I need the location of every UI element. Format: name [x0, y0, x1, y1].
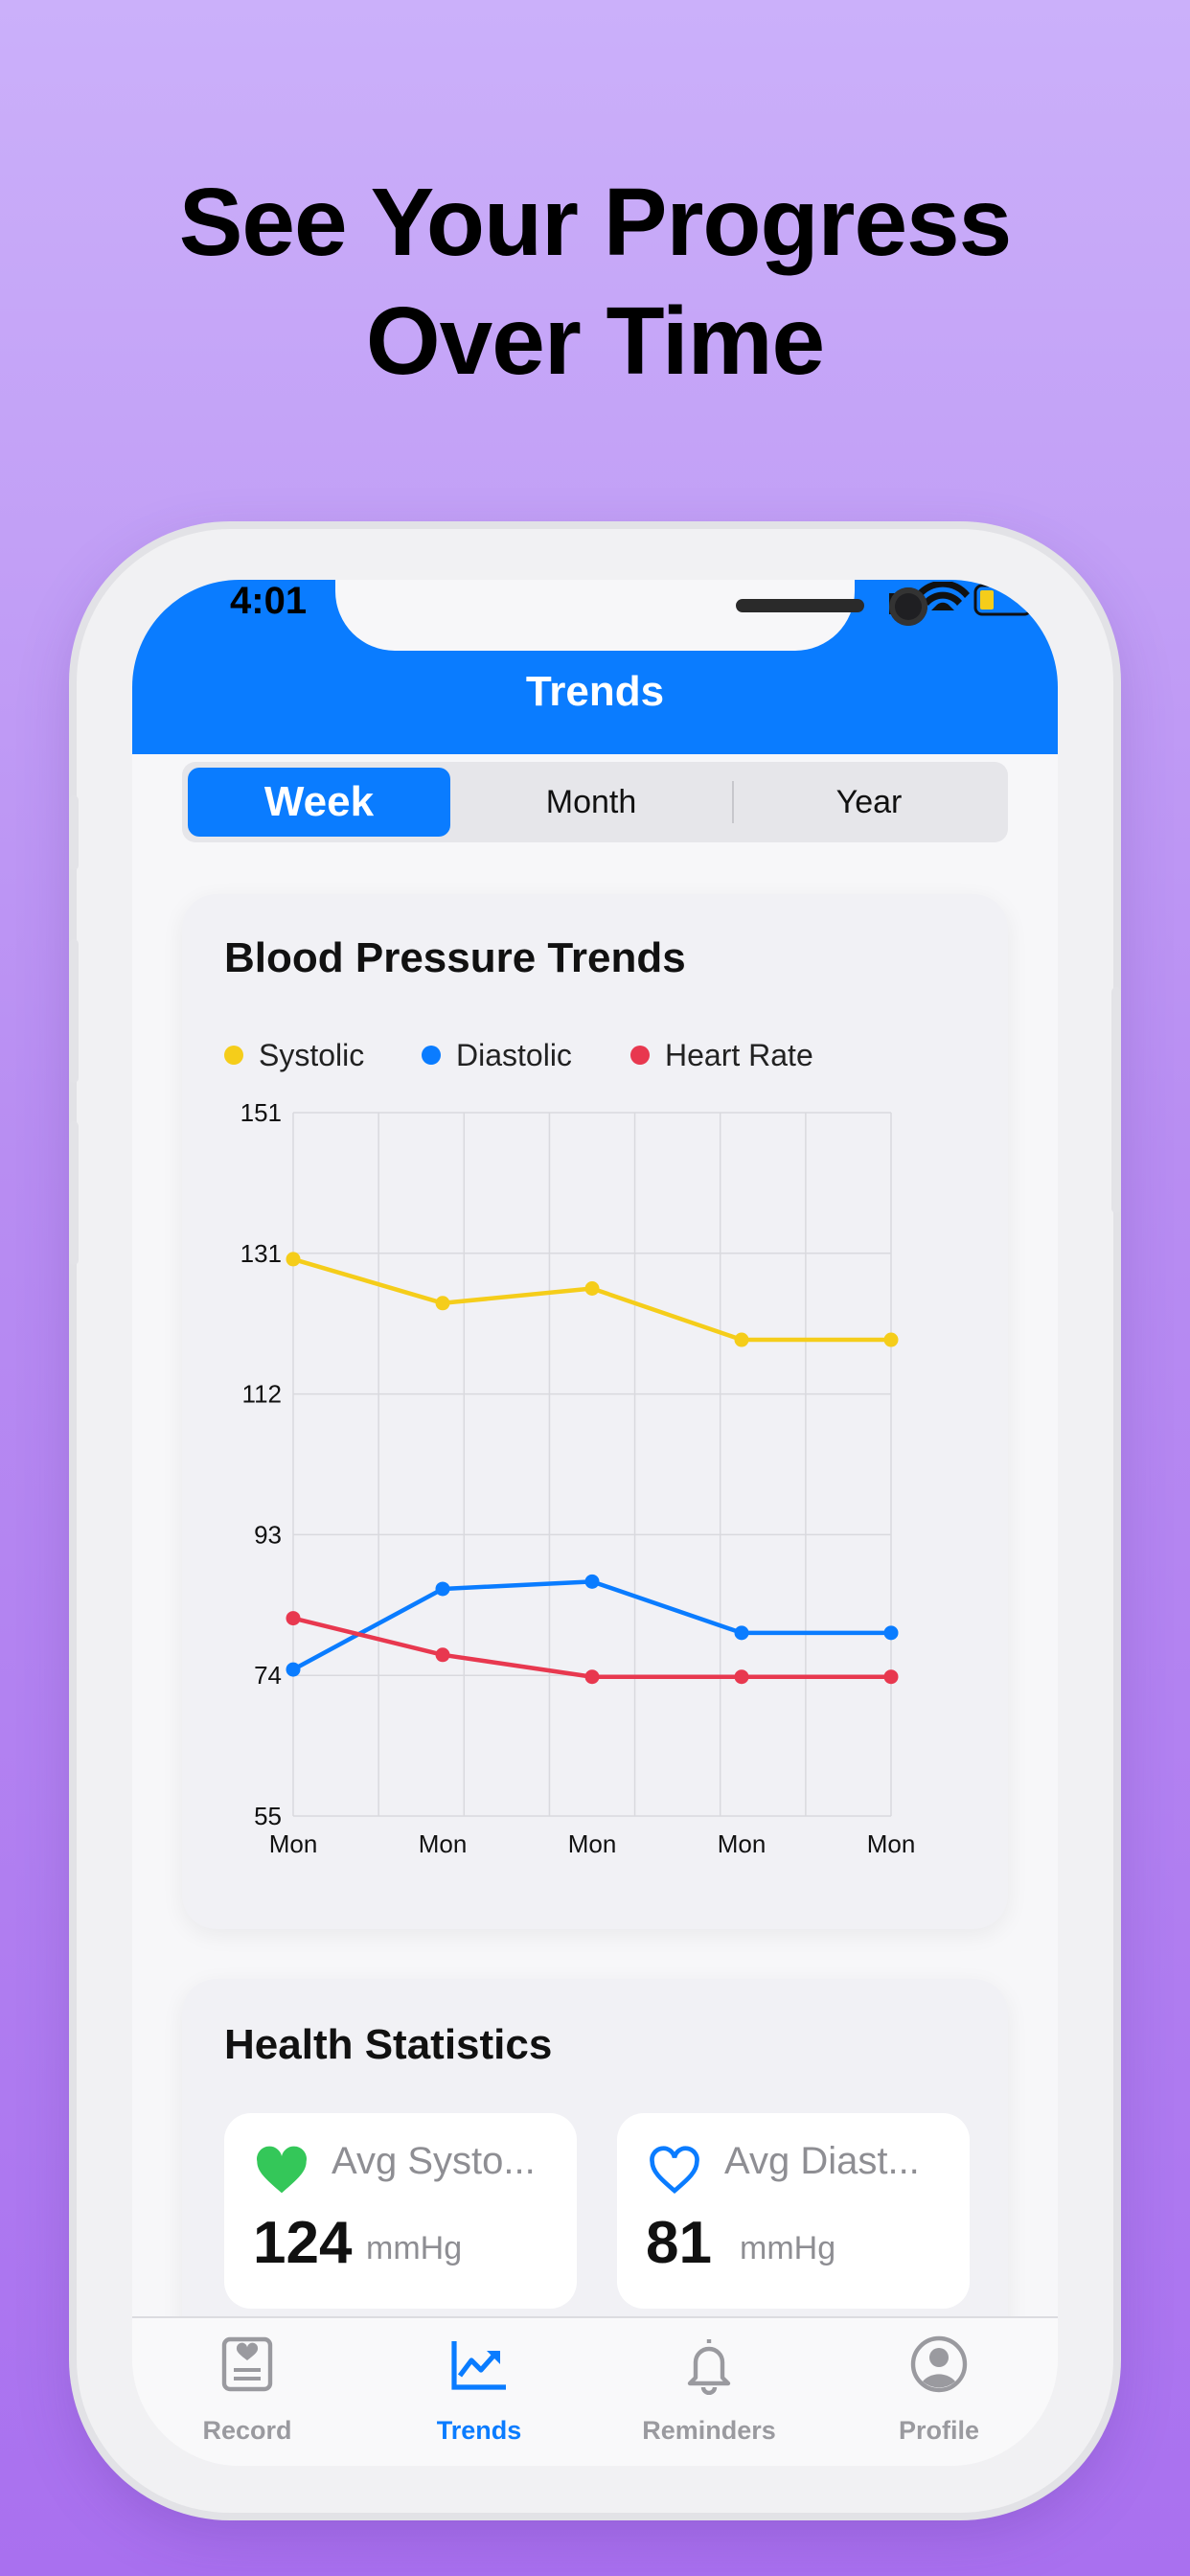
tab-profile[interactable]: Profile: [824, 2318, 1054, 2466]
period-segmented-control[interactable]: Week Month Year: [182, 762, 1008, 842]
x-tick-label: Mon: [718, 1829, 767, 1858]
data-point-systolic: [883, 1332, 899, 1347]
wifi-icon: [916, 582, 970, 610]
phone-side-button-volume-down: [69, 1121, 79, 1265]
stat-value: 124: [253, 2210, 353, 2276]
headline-line-2: Over Time: [365, 288, 825, 395]
tab-bar: Record Trends Reminders Profile: [132, 2316, 1058, 2466]
series-line-diastolic: [291, 1579, 891, 1672]
stat-avg-systolic[interactable]: Avg Systo... 124 mmHg: [224, 2113, 577, 2309]
data-point-heart-rate: [435, 1647, 450, 1663]
trends-icon: [451, 2341, 506, 2390]
x-tick-label: Mon: [419, 1829, 468, 1858]
legend-dot-diastolic: [422, 1046, 441, 1065]
data-point-systolic: [734, 1332, 749, 1347]
data-point-systolic: [435, 1296, 450, 1311]
segment-divider: [732, 781, 734, 823]
data-point-heart-rate: [584, 1669, 600, 1685]
data-point-heart-rate: [734, 1669, 749, 1685]
series-line-heart-rate: [292, 1616, 891, 1679]
data-point-heart-rate: [286, 1611, 301, 1626]
stat-avg-diastolic[interactable]: Avg Diast... 81 mmHg: [617, 2113, 970, 2309]
data-point-diastolic: [734, 1625, 749, 1641]
legend-dot-heart-rate: [630, 1046, 650, 1065]
phone-side-button-mute: [69, 795, 79, 870]
stat-unit: mmHg: [366, 2230, 463, 2266]
profile-icon: [910, 2335, 968, 2393]
tab-label: Reminders: [642, 2416, 776, 2445]
legend-label-heart-rate: Heart Rate: [665, 1038, 813, 1072]
y-tick-label: 74: [254, 1661, 282, 1690]
series-line-systolic: [292, 1256, 891, 1343]
data-point-diastolic: [883, 1625, 899, 1641]
legend-label-diastolic: Diastolic: [456, 1038, 572, 1072]
nav-title: Trends: [525, 668, 665, 715]
heart-filled-icon: [257, 2146, 307, 2194]
data-point-systolic: [584, 1281, 600, 1296]
y-tick-label: 112: [242, 1380, 282, 1409]
trend-card-title: Blood Pressure Trends: [224, 934, 686, 981]
headline: See Your Progress Over Time: [0, 163, 1190, 401]
y-tick-label: 131: [240, 1239, 282, 1268]
data-point-systolic: [286, 1252, 301, 1267]
y-tick-label: 93: [254, 1520, 282, 1549]
trend-card: Blood Pressure Trends Systolic Diastolic…: [182, 894, 1008, 1929]
x-tick-label: Mon: [568, 1829, 617, 1858]
legend-dot-systolic: [224, 1046, 243, 1065]
heart-outline-icon: [650, 2146, 699, 2195]
stat-label: Avg Systo...: [332, 2140, 536, 2182]
tab-label: Record: [202, 2416, 292, 2445]
segment-year[interactable]: Year: [835, 784, 903, 820]
tab-label: Profile: [898, 2416, 980, 2445]
stat-value: 81: [646, 2210, 712, 2276]
notch: [335, 580, 927, 651]
data-point-diastolic: [435, 1581, 450, 1597]
tab-trends[interactable]: Trends: [364, 2318, 594, 2466]
stat-label: Avg Diast...: [724, 2140, 920, 2182]
data-point-diastolic: [286, 1662, 301, 1677]
battery-icon: [973, 584, 1033, 616]
bell-icon: [687, 2339, 731, 2395]
stats-card-title: Health Statistics: [224, 2021, 553, 2068]
stat-unit: mmHg: [740, 2230, 836, 2266]
tab-reminders[interactable]: Reminders: [594, 2318, 824, 2466]
speaker: [736, 599, 864, 612]
legend-label-systolic: Systolic: [259, 1038, 365, 1072]
legend-heart-rate: Heart Rate: [630, 1038, 813, 1073]
tab-record[interactable]: Record: [132, 2318, 362, 2466]
segment-month[interactable]: Month: [545, 784, 637, 820]
y-tick-label: 151: [240, 1098, 282, 1127]
data-point-diastolic: [584, 1574, 600, 1589]
phone-side-button-volume-up: [69, 939, 79, 1083]
front-camera: [889, 587, 927, 626]
legend-diastolic: Diastolic: [422, 1038, 572, 1073]
nav-bar: 4:01 Trends: [132, 580, 1058, 754]
y-tick-label: 55: [254, 1802, 282, 1830]
x-tick-label: Mon: [867, 1829, 916, 1858]
x-tick-label: Mon: [269, 1829, 318, 1858]
segment-week[interactable]: Week: [188, 768, 450, 837]
status-time: 4:01: [230, 580, 308, 622]
record-icon: [221, 2336, 273, 2392]
data-point-heart-rate: [883, 1669, 899, 1685]
phone-screen: 4:01 Trends Week Month Year Blood Pressu…: [132, 580, 1058, 2466]
legend-systolic: Systolic: [224, 1038, 364, 1073]
phone-side-button-power: [1111, 987, 1121, 1213]
headline-line-1: See Your Progress: [178, 169, 1013, 276]
tab-label: Trends: [436, 2416, 522, 2445]
